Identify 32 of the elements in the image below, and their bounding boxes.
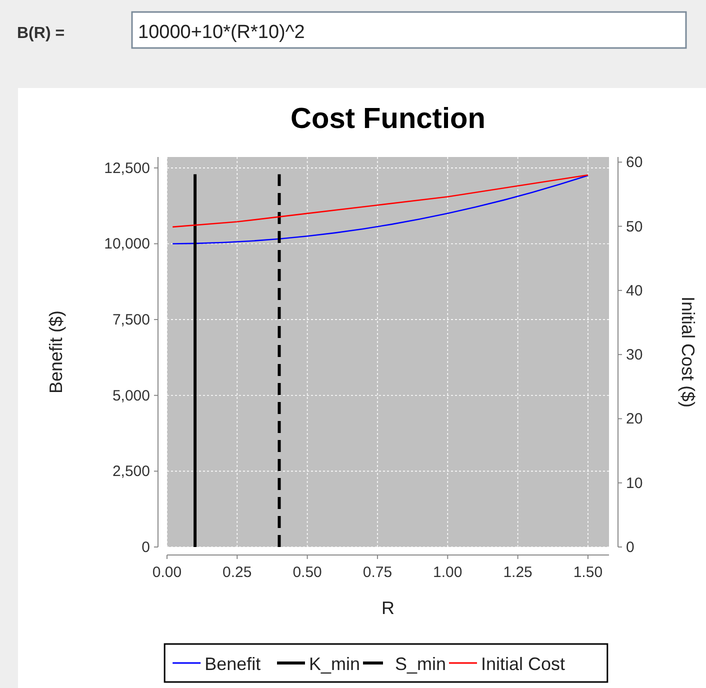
y2-tick-label: 40 (626, 282, 643, 300)
legend-label: K_min (309, 654, 360, 674)
x-tick-label: 1.50 (573, 564, 603, 581)
x-tick-label: 0.75 (362, 564, 392, 581)
legend-label: Benefit (204, 654, 261, 674)
y-tick-label: 12,500 (104, 160, 150, 177)
y-tick-label: 10,000 (104, 236, 150, 253)
x-tick-label: 0.00 (152, 564, 182, 581)
x-tick-label: 0.50 (292, 564, 322, 581)
chart-title: Cost Function (290, 103, 486, 135)
text: B(R) = (17, 25, 65, 42)
legend-label: S_min (395, 654, 446, 674)
x-tick-label: 0.25 (222, 564, 252, 581)
y-tick-label: 7,500 (112, 312, 150, 329)
line-series (172, 174, 589, 228)
y2-tick-label: 60 (626, 154, 643, 172)
y2-tick-label: 0 (626, 539, 634, 556)
line-series (172, 174, 589, 244)
y-axis-title: Benefit ($) (46, 310, 66, 394)
y2-tick-label: 50 (626, 218, 643, 236)
legend-label: Initial Cost (481, 654, 566, 674)
y-tick-label: 0 (142, 539, 150, 556)
x-tick-label: 1.00 (433, 564, 462, 581)
y2-tick-label: 10 (626, 474, 643, 492)
y2-tick-label: 20 (626, 410, 643, 428)
x-tick-label: 1.25 (503, 564, 532, 581)
text: 10000+10*(R*10)^2 (138, 22, 305, 43)
y2-tick-label: 30 (626, 346, 643, 364)
y-tick-label: 5,000 (112, 387, 150, 404)
y-tick-label: 2,500 (112, 463, 150, 480)
y2-axis-title: Initial Cost ($) (678, 296, 698, 408)
x-axis-title: R (382, 598, 394, 618)
